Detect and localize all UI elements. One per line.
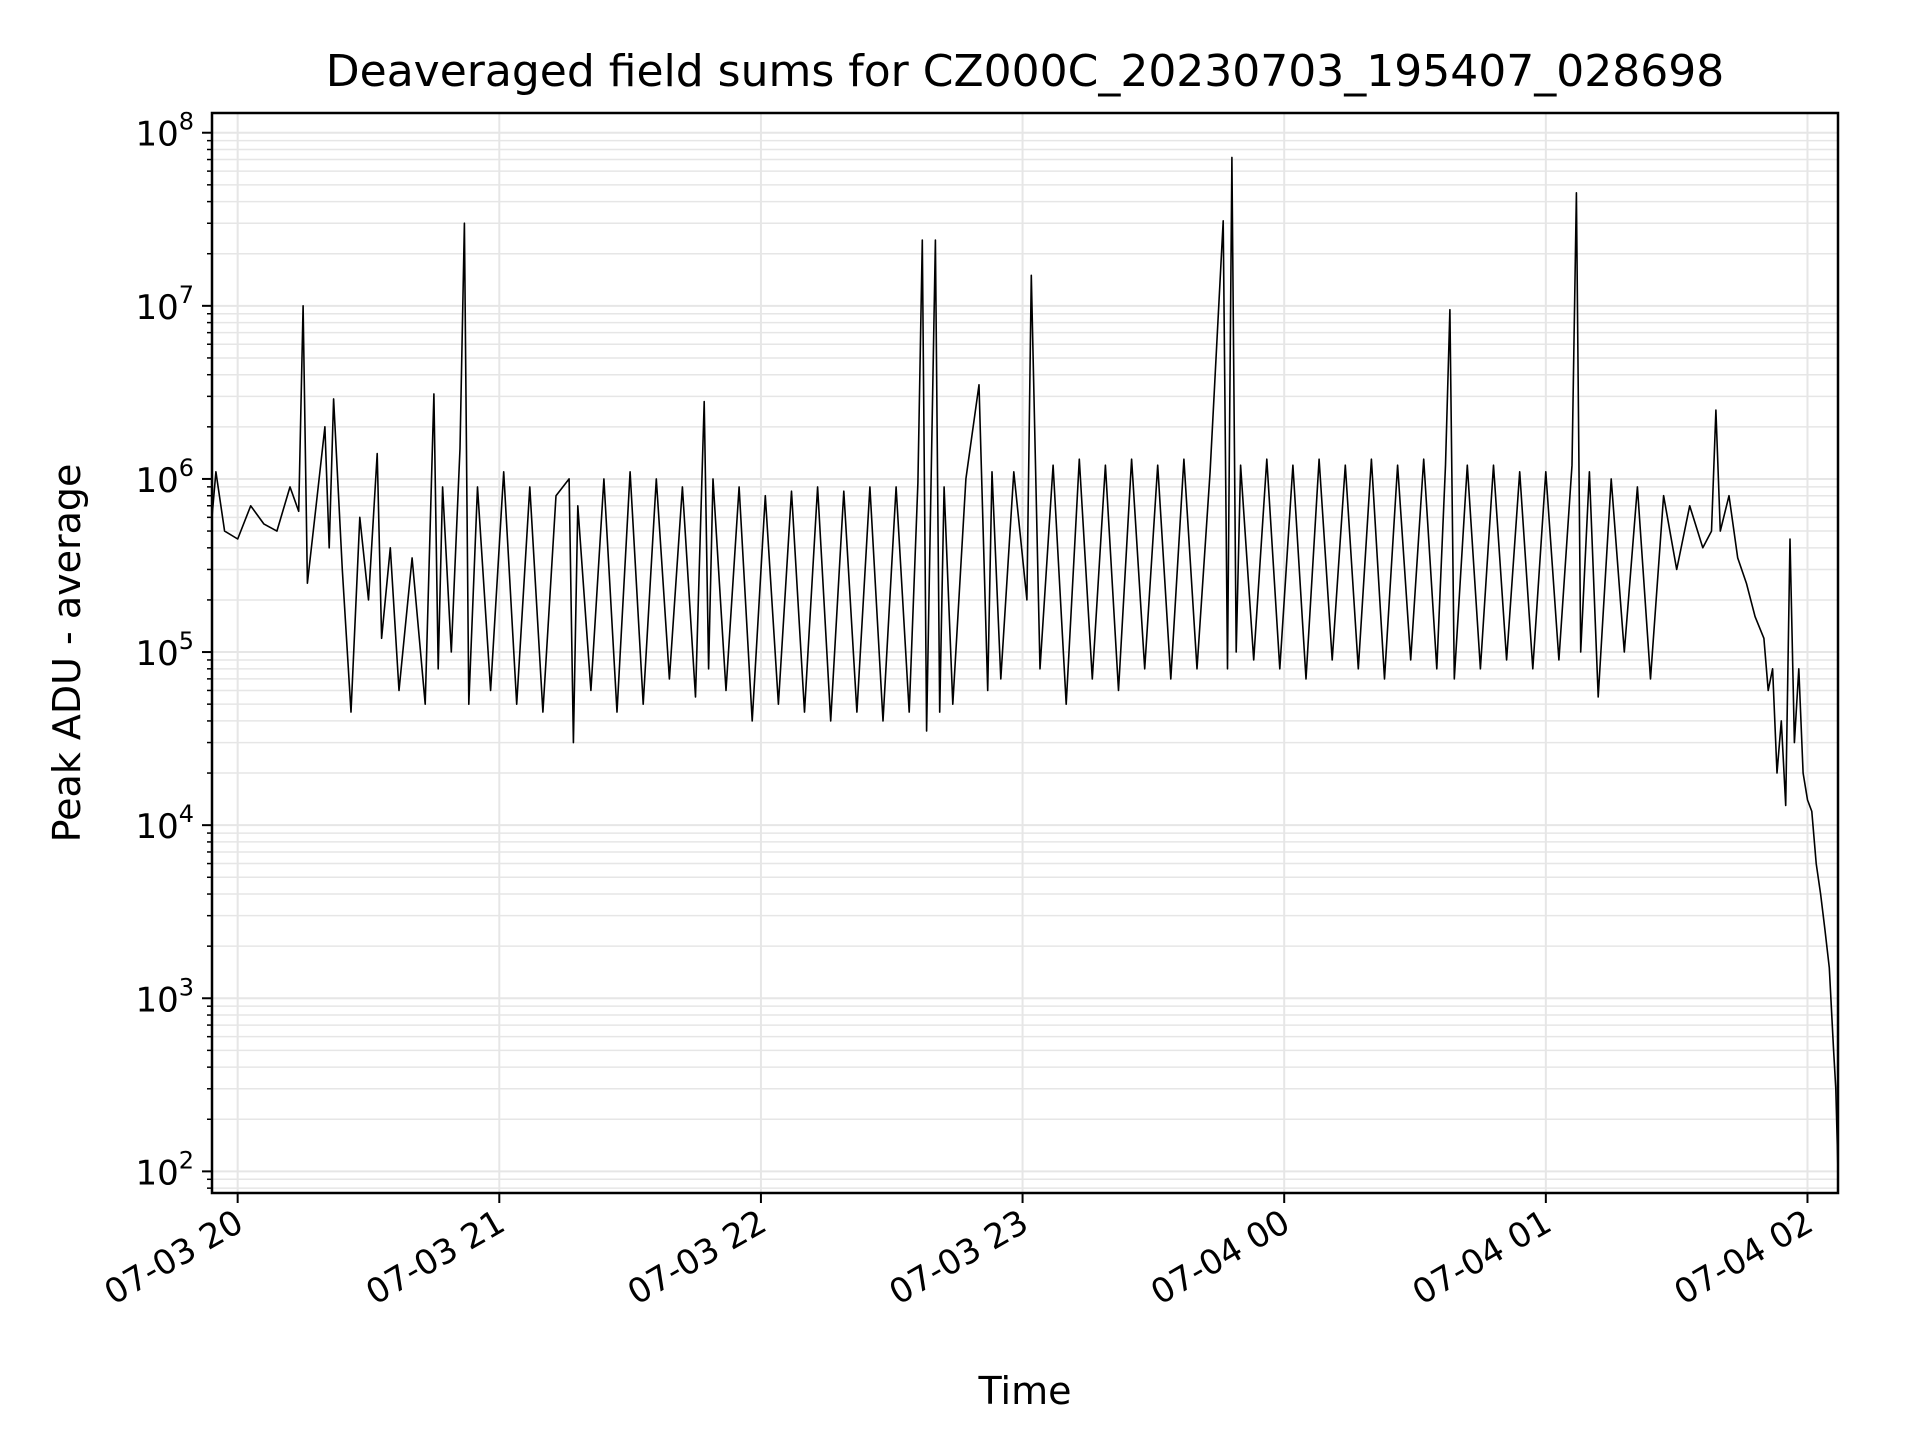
y-tick-label: 108 xyxy=(135,108,194,155)
y-tick-label: 104 xyxy=(135,800,194,847)
y-tick-label: 105 xyxy=(135,627,194,674)
grid xyxy=(212,113,1838,1193)
y-tick-label: 103 xyxy=(135,973,194,1020)
y-tick-label: 106 xyxy=(135,454,194,501)
data-line xyxy=(211,156,1839,1172)
y-axis-label: Peak ADU - average xyxy=(45,464,89,843)
y-tick-label: 107 xyxy=(135,281,194,328)
data-series xyxy=(211,156,1839,1172)
chart-title: Deaveraged field sums for CZ000C_2023070… xyxy=(326,46,1724,97)
y-tick-label: 102 xyxy=(135,1146,194,1193)
x-axis-label: Time xyxy=(978,1369,1072,1413)
